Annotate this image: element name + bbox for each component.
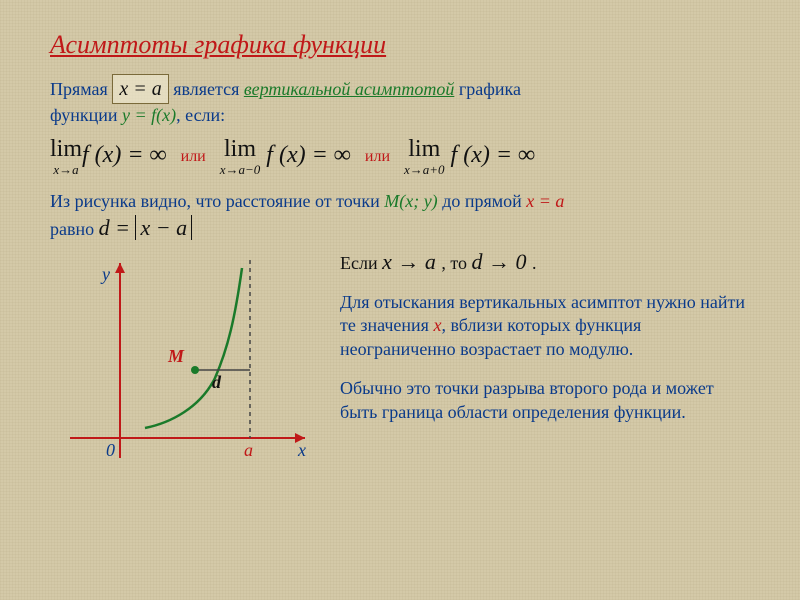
var: x — [382, 249, 392, 274]
lim-sub: x→a+0 — [404, 163, 445, 176]
eq: = — [110, 215, 136, 240]
lim-body: f (x) = ∞ — [451, 142, 536, 168]
function-notation: y = f(x) — [122, 105, 176, 125]
lim-body: f (x) = ∞ — [82, 142, 167, 168]
limits-row: lim x→a f (x) = ∞ или lim x→a−0 f (x) = … — [50, 137, 750, 176]
definition-line: Прямая x = a является вертикальной асимп… — [50, 74, 750, 127]
or-word: или — [181, 148, 206, 166]
or-word: или — [365, 148, 390, 166]
text: равно — [50, 219, 94, 239]
graph-column: y x 0 a M d — [50, 248, 340, 483]
var: d — [472, 249, 483, 274]
d-label: d — [212, 372, 222, 392]
boxed-equation: x = a — [112, 74, 168, 104]
arrow: → — [483, 249, 516, 274]
abs-expr: x − a — [135, 215, 192, 240]
y-label: y — [100, 264, 110, 284]
text: функции — [50, 105, 118, 125]
a-label: a — [244, 440, 253, 460]
distance-line: Из рисунка видно, что расстояние от точк… — [50, 190, 750, 242]
y-arrow — [115, 263, 125, 273]
curve — [145, 268, 242, 428]
limit-3: lim x→a+0 f (x) = ∞ — [404, 137, 535, 176]
x-label: x — [297, 440, 306, 460]
lim-label: lim — [50, 137, 82, 161]
lim-body: f (x) = ∞ — [266, 142, 351, 168]
lim-sub: x→a−0 — [220, 163, 261, 176]
term-link: вертикальной асимптотой — [244, 79, 454, 99]
var: 0 — [516, 249, 527, 274]
lim-label: lim — [404, 137, 445, 161]
limit-1: lim x→a f (x) = ∞ — [50, 137, 167, 176]
text: , если: — [176, 105, 225, 125]
point-M-dot — [191, 366, 199, 374]
text: является — [173, 79, 239, 99]
d-var: d — [99, 215, 110, 240]
M-label: M — [167, 346, 185, 366]
distance-formula: d = x − a — [99, 215, 192, 240]
asymptote-graph: y x 0 a M d — [50, 248, 320, 478]
text: . — [532, 253, 537, 273]
lim-sub: x→a — [50, 163, 82, 176]
limit-2: lim x→a−0 f (x) = ∞ — [220, 137, 351, 176]
x-to-a: x → a — [382, 249, 441, 274]
paragraph-1: Для отыскания вертикальных асимптот нужн… — [340, 291, 750, 361]
text: Прямая — [50, 79, 108, 99]
line-eq: x = a — [526, 191, 564, 211]
text: , то — [441, 253, 467, 273]
paragraph-2: Обычно это точки разрыва второго рода и … — [340, 377, 750, 424]
text: Из рисунка видно, что расстояние от точк… — [50, 191, 380, 211]
text: до прямой — [442, 191, 522, 211]
point-M: M(x; y) — [384, 191, 437, 211]
text-column: Если x → a , то d → 0 . Для отыскания ве… — [340, 248, 750, 483]
page-title: Асимптоты графика функции — [50, 30, 750, 60]
if-then-line: Если x → a , то d → 0 . — [340, 248, 750, 277]
var: a — [425, 249, 436, 274]
d-to-0: d → 0 — [472, 249, 533, 274]
lim-label: lim — [220, 137, 261, 161]
origin-label: 0 — [106, 440, 115, 460]
text: графика — [459, 79, 521, 99]
arrow: → — [392, 249, 425, 274]
text: Если — [340, 253, 378, 273]
